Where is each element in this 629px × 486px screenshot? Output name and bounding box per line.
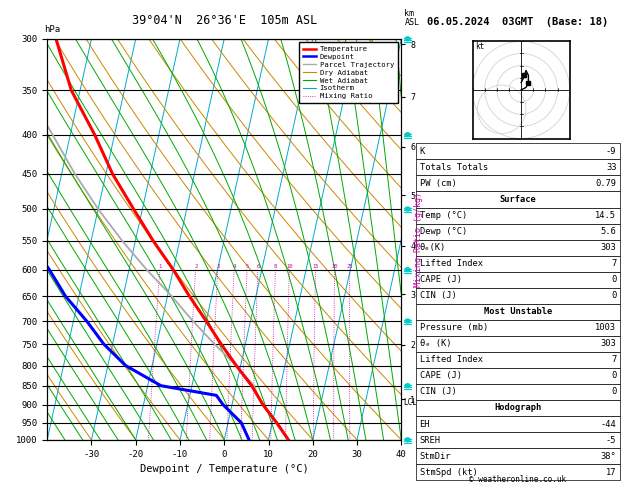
Text: StmSpd (kt): StmSpd (kt) [420,468,477,477]
Text: Temp (°C): Temp (°C) [420,211,467,220]
Text: 10: 10 [286,264,292,269]
Text: Surface: Surface [499,195,537,204]
Text: 15: 15 [312,264,319,269]
Text: 0: 0 [611,371,616,381]
Text: 39°04'N  26°36'E  105m ASL: 39°04'N 26°36'E 105m ASL [131,14,317,27]
Text: 3: 3 [216,264,220,269]
Text: θₑ (K): θₑ (K) [420,339,451,348]
Text: © weatheronline.co.uk: © weatheronline.co.uk [469,474,567,484]
Text: 0: 0 [611,387,616,397]
Text: 1003: 1003 [596,323,616,332]
Text: 14.5: 14.5 [596,211,616,220]
Text: PW (cm): PW (cm) [420,179,456,188]
Text: SREH: SREH [420,435,440,445]
Text: -9: -9 [606,147,616,156]
X-axis label: Dewpoint / Temperature (°C): Dewpoint / Temperature (°C) [140,464,309,474]
Text: Hodograph: Hodograph [494,403,542,413]
Text: -5: -5 [606,435,616,445]
Text: CAPE (J): CAPE (J) [420,371,462,381]
Text: 4: 4 [233,264,236,269]
Text: Dewp (°C): Dewp (°C) [420,227,467,236]
Text: 7: 7 [611,259,616,268]
Text: -44: -44 [601,419,616,429]
Text: 17: 17 [606,468,616,477]
Legend: Temperature, Dewpoint, Parcel Trajectory, Dry Adiabat, Wet Adiabat, Isotherm, Mi: Temperature, Dewpoint, Parcel Trajectory… [299,42,398,103]
Text: Lifted Index: Lifted Index [420,355,482,364]
Text: 5.6: 5.6 [601,227,616,236]
Text: StmDir: StmDir [420,451,451,461]
Text: km
ASL: km ASL [404,9,420,27]
Text: hPa: hPa [44,25,60,34]
Text: 303: 303 [601,243,616,252]
Text: 1: 1 [159,264,162,269]
Text: Most Unstable: Most Unstable [484,307,552,316]
Text: Pressure (mb): Pressure (mb) [420,323,488,332]
Text: 33: 33 [606,163,616,172]
Text: 25: 25 [347,264,353,269]
Text: 8: 8 [274,264,277,269]
Text: 0.79: 0.79 [596,179,616,188]
Text: Mixing Ratio (g/kg): Mixing Ratio (g/kg) [415,192,423,287]
Text: 0: 0 [611,275,616,284]
Text: CIN (J): CIN (J) [420,291,456,300]
Text: Lifted Index: Lifted Index [420,259,482,268]
Text: EH: EH [420,419,430,429]
Text: Totals Totals: Totals Totals [420,163,488,172]
Text: 2: 2 [194,264,198,269]
Text: 6: 6 [257,264,260,269]
Text: 06.05.2024  03GMT  (Base: 18): 06.05.2024 03GMT (Base: 18) [427,17,609,27]
Text: 38°: 38° [601,451,616,461]
Text: CIN (J): CIN (J) [420,387,456,397]
Text: CAPE (J): CAPE (J) [420,275,462,284]
Text: LCL: LCL [403,399,417,407]
Text: 303: 303 [601,339,616,348]
Text: kt: kt [475,42,484,51]
Text: 0: 0 [611,291,616,300]
Text: 7: 7 [611,355,616,364]
Text: θₑ(K): θₑ(K) [420,243,446,252]
Text: 5: 5 [245,264,249,269]
Text: K: K [420,147,425,156]
Text: 20: 20 [331,264,338,269]
